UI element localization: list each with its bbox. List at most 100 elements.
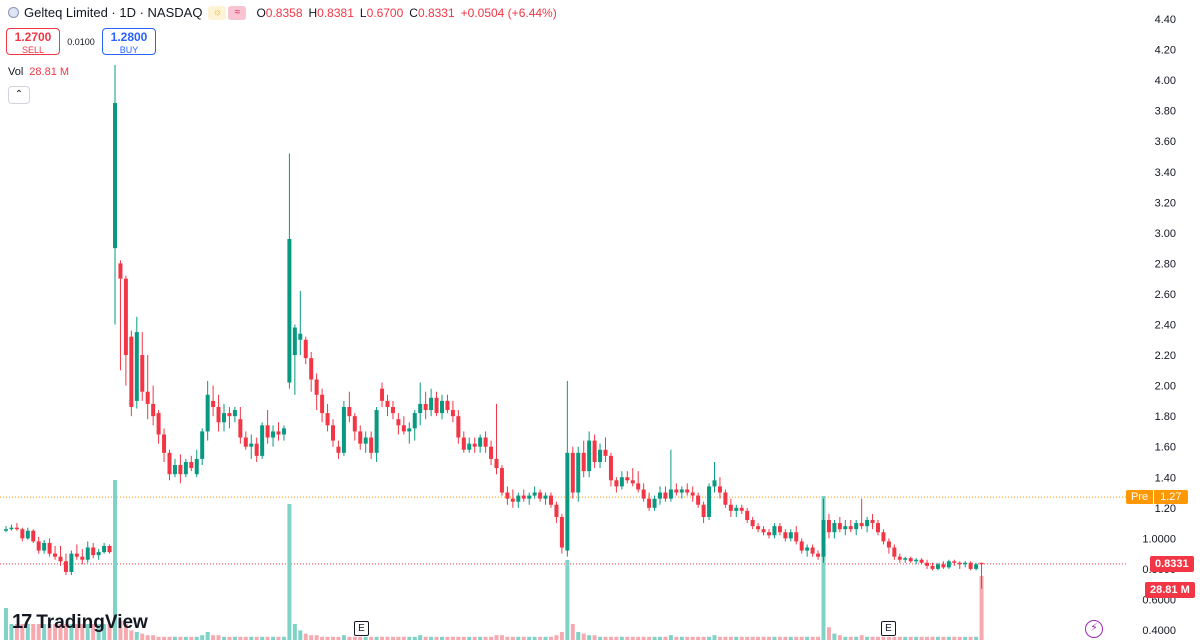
candle-body[interactable]	[123, 278, 128, 356]
candle-body[interactable]	[543, 495, 548, 499]
candle-body[interactable]	[559, 516, 564, 548]
candle-body[interactable]	[603, 449, 608, 456]
candle-body[interactable]	[821, 520, 826, 557]
candle-body[interactable]	[930, 565, 935, 569]
candle-body[interactable]	[385, 400, 390, 407]
candle-body[interactable]	[489, 446, 494, 459]
candle-body[interactable]	[516, 495, 521, 502]
candle-body[interactable]	[608, 455, 613, 481]
candle-body[interactable]	[581, 452, 586, 472]
candle-body[interactable]	[777, 526, 782, 533]
candle-body[interactable]	[723, 492, 728, 505]
candle-body[interactable]	[423, 403, 428, 411]
candle-body[interactable]	[140, 355, 145, 392]
candle-body[interactable]	[69, 553, 74, 572]
candle-body[interactable]	[788, 532, 793, 539]
candle-body[interactable]	[908, 558, 913, 562]
candle-body[interactable]	[47, 542, 52, 554]
candle-body[interactable]	[347, 406, 352, 417]
candle-body[interactable]	[483, 437, 488, 447]
candle-body[interactable]	[461, 437, 466, 450]
candle-body[interactable]	[527, 495, 532, 499]
candle-body[interactable]	[897, 556, 902, 560]
candle-body[interactable]	[178, 465, 183, 475]
candle-body[interactable]	[20, 529, 25, 539]
candle-body[interactable]	[456, 416, 461, 438]
candle-body[interactable]	[799, 541, 804, 551]
candle-body[interactable]	[576, 452, 581, 493]
candle-body[interactable]	[91, 547, 96, 556]
candle-body[interactable]	[554, 504, 559, 517]
candle-body[interactable]	[696, 495, 701, 505]
candle-body[interactable]	[4, 529, 8, 531]
candle-body[interactable]	[499, 468, 504, 493]
candle-body[interactable]	[42, 542, 47, 551]
candle-body[interactable]	[837, 523, 842, 530]
candle-body[interactable]	[145, 391, 150, 404]
candle-body[interactable]	[396, 419, 401, 426]
candle-body[interactable]	[565, 452, 570, 551]
candle-body[interactable]	[750, 520, 755, 527]
candle-body[interactable]	[903, 558, 908, 560]
candle-body[interactable]	[658, 492, 662, 499]
candle-body[interactable]	[494, 458, 499, 469]
candle-body[interactable]	[668, 489, 673, 499]
candle-body[interactable]	[652, 498, 657, 508]
candle-body[interactable]	[630, 480, 635, 484]
candle-body[interactable]	[810, 547, 815, 554]
candle-body[interactable]	[745, 510, 750, 521]
candle-body[interactable]	[113, 103, 117, 249]
candle-body[interactable]	[194, 458, 199, 475]
candle-body[interactable]	[14, 527, 19, 530]
candle-body[interactable]	[685, 489, 690, 493]
candle-body[interactable]	[663, 492, 668, 499]
candle-body[interactable]	[222, 413, 226, 423]
candle-body[interactable]	[674, 489, 679, 493]
candle-body[interactable]	[946, 561, 951, 568]
candle-body[interactable]	[767, 532, 771, 536]
candle-body[interactable]	[265, 425, 270, 438]
candle-body[interactable]	[303, 339, 308, 359]
candle-body[interactable]	[238, 419, 243, 438]
candle-body[interactable]	[587, 440, 592, 472]
candle-body[interactable]	[679, 489, 684, 493]
earnings-marker-1[interactable]: E	[354, 621, 369, 636]
lightning-icon[interactable]: ⚡	[1085, 620, 1103, 638]
candle-body[interactable]	[167, 452, 172, 475]
candle-body[interactable]	[276, 431, 281, 435]
candle-body[interactable]	[260, 425, 265, 456]
candle-body[interactable]	[9, 527, 14, 530]
candle-body[interactable]	[205, 394, 210, 432]
candle-body[interactable]	[129, 336, 134, 407]
candle-body[interactable]	[189, 461, 194, 469]
candle-body[interactable]	[254, 443, 259, 456]
candle-body[interactable]	[690, 492, 695, 496]
candle-body[interactable]	[374, 410, 379, 453]
earnings-marker-2[interactable]: E	[881, 621, 896, 636]
candle-body[interactable]	[271, 431, 276, 438]
candle-body[interactable]	[292, 327, 297, 356]
tradingview-logo[interactable]: 17 TradingView	[12, 611, 148, 634]
candle-body[interactable]	[407, 428, 412, 432]
candle-body[interactable]	[826, 520, 831, 533]
candle-body[interactable]	[118, 263, 123, 279]
candle-body[interactable]	[25, 530, 30, 539]
candle-body[interactable]	[320, 394, 325, 414]
candle-body[interactable]	[352, 416, 357, 432]
candle-body[interactable]	[472, 443, 477, 447]
candle-body[interactable]	[134, 332, 139, 401]
candle-body[interactable]	[380, 388, 385, 401]
candle-body[interactable]	[227, 413, 232, 417]
candle-body[interactable]	[440, 400, 444, 414]
candle-body[interactable]	[886, 541, 891, 548]
candle-body[interactable]	[450, 410, 455, 417]
candle-body[interactable]	[243, 437, 248, 447]
candle-body[interactable]	[892, 547, 897, 557]
sun-icon[interactable]: ☼	[208, 5, 227, 20]
candle-body[interactable]	[510, 498, 515, 502]
candle-body[interactable]	[935, 564, 940, 569]
candle-body[interactable]	[96, 552, 101, 556]
wave-icon[interactable]: ≈	[228, 5, 247, 20]
candle-body[interactable]	[979, 562, 984, 565]
candle-body[interactable]	[865, 520, 870, 527]
